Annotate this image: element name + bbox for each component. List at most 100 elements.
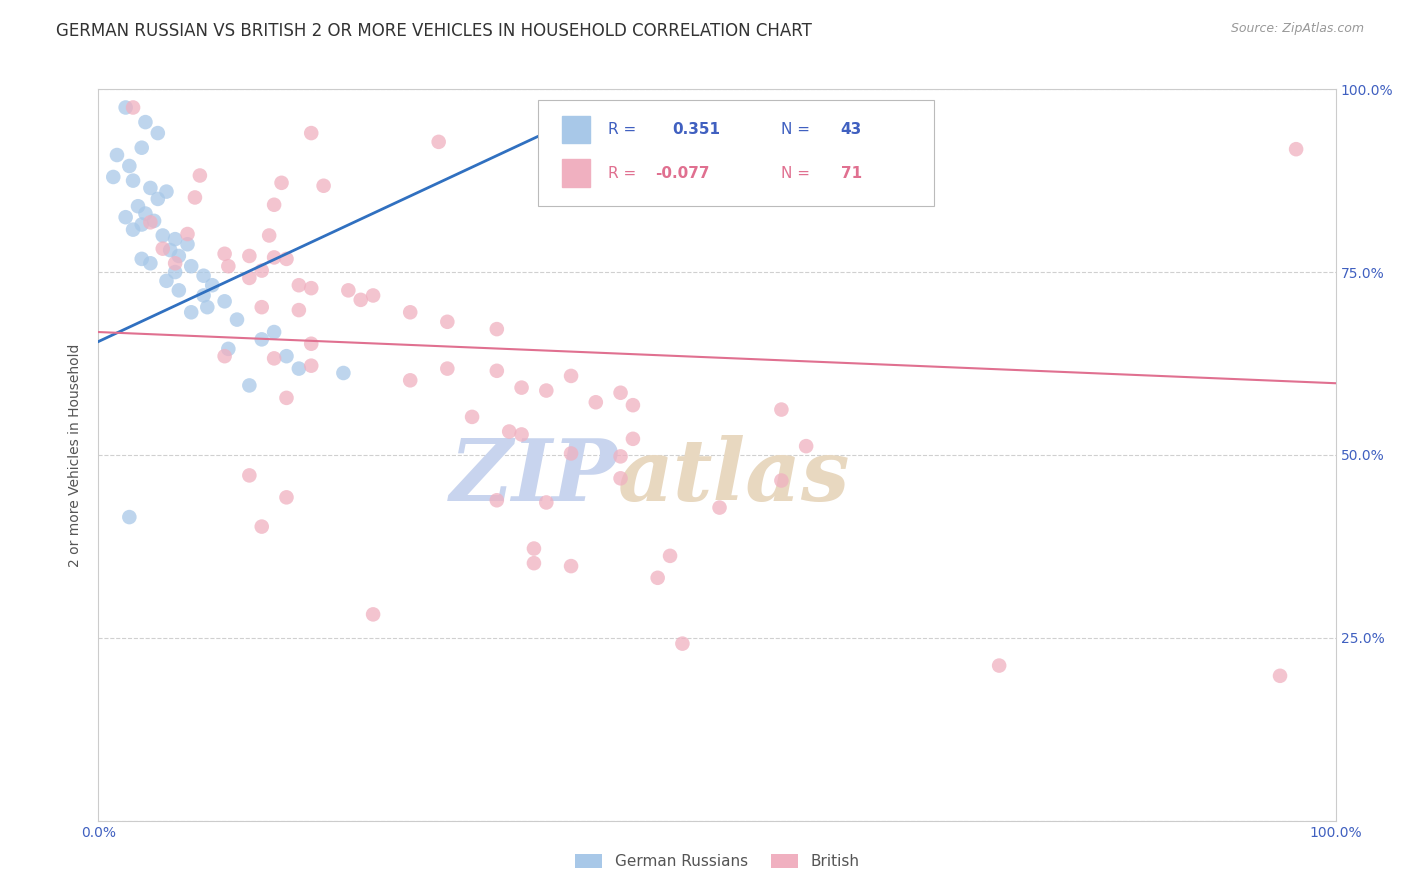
- Point: [288, 278, 311, 293]
- Point: [299, 126, 322, 140]
- Text: atlas: atlas: [619, 435, 851, 518]
- Point: [143, 214, 166, 228]
- Point: [214, 246, 236, 260]
- Point: [114, 211, 136, 225]
- Text: R =: R =: [609, 122, 637, 137]
- Point: [226, 312, 249, 326]
- Point: [485, 364, 508, 378]
- Point: [180, 305, 202, 319]
- Point: [134, 115, 156, 129]
- Point: [176, 237, 198, 252]
- Point: [299, 281, 322, 295]
- Point: [195, 300, 218, 314]
- Point: [122, 222, 145, 236]
- Point: [332, 366, 354, 380]
- Text: 71: 71: [841, 166, 862, 181]
- Point: [600, 142, 623, 156]
- Point: [312, 178, 335, 193]
- Text: N =: N =: [782, 122, 810, 137]
- Point: [263, 351, 285, 366]
- Point: [131, 252, 153, 266]
- Point: [155, 274, 177, 288]
- Text: R =: R =: [609, 166, 637, 181]
- Point: [131, 141, 153, 155]
- Point: [427, 135, 450, 149]
- Point: [399, 373, 422, 387]
- Text: 0.351: 0.351: [672, 122, 720, 137]
- Point: [299, 336, 322, 351]
- Point: [621, 432, 644, 446]
- Point: [217, 259, 239, 273]
- Point: [361, 607, 384, 622]
- Point: [201, 278, 224, 293]
- Point: [1268, 669, 1291, 683]
- Text: 43: 43: [841, 122, 862, 137]
- Point: [139, 256, 162, 270]
- Point: [794, 439, 817, 453]
- Point: [155, 185, 177, 199]
- Point: [276, 349, 298, 363]
- Point: [250, 332, 273, 346]
- Point: [647, 571, 669, 585]
- Point: [436, 361, 458, 376]
- Point: [536, 384, 558, 398]
- Point: [139, 181, 162, 195]
- Point: [536, 495, 558, 509]
- Text: ZIP: ZIP: [450, 435, 619, 518]
- Point: [250, 263, 273, 277]
- Point: [585, 395, 607, 409]
- Point: [276, 491, 298, 505]
- Point: [122, 173, 145, 188]
- FancyBboxPatch shape: [562, 160, 589, 187]
- Point: [152, 228, 174, 243]
- Point: [361, 288, 384, 302]
- Point: [238, 468, 260, 483]
- Point: [1285, 142, 1308, 156]
- Point: [167, 284, 190, 298]
- Legend: German Russians, British: German Russians, British: [568, 847, 866, 875]
- Point: [165, 256, 187, 270]
- FancyBboxPatch shape: [537, 100, 934, 206]
- Point: [122, 101, 145, 115]
- Point: [337, 284, 360, 298]
- Point: [188, 169, 211, 183]
- Point: [621, 398, 644, 412]
- Point: [217, 342, 239, 356]
- Point: [214, 349, 236, 363]
- Point: [127, 199, 149, 213]
- Point: [461, 409, 484, 424]
- Point: [288, 361, 311, 376]
- Point: [214, 294, 236, 309]
- Point: [146, 192, 169, 206]
- Point: [263, 325, 285, 339]
- Point: [114, 101, 136, 115]
- Point: [238, 249, 260, 263]
- Point: [523, 556, 546, 570]
- Point: [498, 425, 520, 439]
- Point: [146, 126, 169, 140]
- Point: [165, 232, 187, 246]
- Point: [436, 315, 458, 329]
- Text: GERMAN RUSSIAN VS BRITISH 2 OR MORE VEHICLES IN HOUSEHOLD CORRELATION CHART: GERMAN RUSSIAN VS BRITISH 2 OR MORE VEHI…: [56, 22, 813, 40]
- Point: [510, 427, 533, 442]
- Point: [609, 450, 631, 464]
- Point: [510, 381, 533, 395]
- Point: [131, 218, 153, 232]
- Point: [238, 378, 260, 392]
- Point: [250, 519, 273, 533]
- Point: [709, 500, 731, 515]
- Point: [250, 300, 273, 314]
- Point: [193, 288, 215, 302]
- Point: [118, 159, 141, 173]
- Point: [485, 493, 508, 508]
- Point: [770, 474, 793, 488]
- Point: [263, 251, 285, 265]
- Point: [560, 368, 582, 383]
- Point: [399, 305, 422, 319]
- Point: [193, 268, 215, 283]
- Point: [523, 541, 546, 556]
- Point: [560, 446, 582, 460]
- Point: [165, 265, 187, 279]
- Point: [609, 471, 631, 485]
- Point: [184, 190, 207, 204]
